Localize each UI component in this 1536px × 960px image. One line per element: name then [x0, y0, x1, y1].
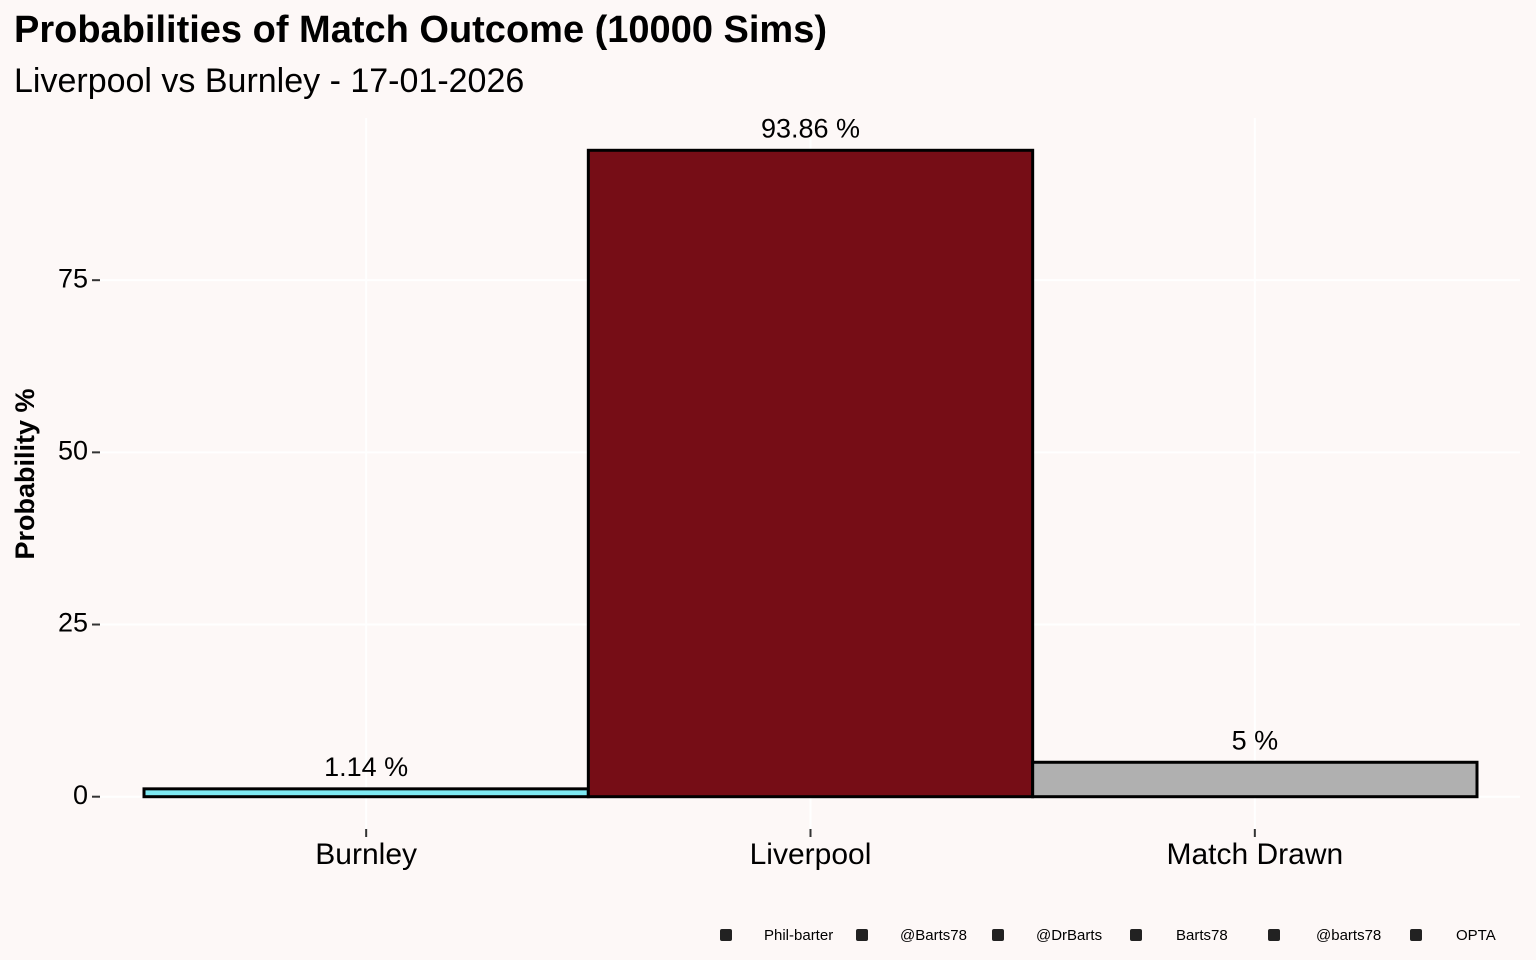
y-tick-label: 25: [58, 608, 88, 638]
x-tick-label: Match Drawn: [1166, 838, 1343, 871]
caption-text: Phil-barter: [764, 927, 833, 944]
chart-subtitle: Liverpool vs Burnley - 17-01-2026: [14, 62, 524, 100]
caption-icon: [992, 929, 1004, 941]
caption-text: @Barts78: [900, 927, 967, 944]
value-label: 1.14 %: [324, 752, 408, 782]
caption-text: @barts78: [1316, 927, 1381, 944]
value-label: 93.86 %: [761, 113, 860, 143]
y-tick-label: 75: [58, 263, 88, 293]
chart-title: Probabilities of Match Outcome (10000 Si…: [14, 9, 827, 51]
value-label: 5 %: [1232, 725, 1279, 755]
caption-icon: [1410, 929, 1422, 941]
caption-icon: [856, 929, 868, 941]
bar: [142, 787, 590, 799]
caption-icon: [1268, 929, 1280, 941]
bar: [1031, 760, 1479, 799]
caption-icon: [720, 929, 732, 941]
x-tick-label: Burnley: [315, 838, 417, 871]
caption-text: Barts78: [1176, 927, 1228, 944]
y-tick-label: 50: [58, 435, 88, 465]
caption-icon: [1130, 929, 1142, 941]
x-tick-label: Liverpool: [750, 838, 872, 871]
y-tick-label: 0: [73, 780, 88, 810]
caption-text: @DrBarts: [1036, 927, 1102, 944]
caption-text: OPTA: [1456, 927, 1496, 944]
bar: [586, 148, 1035, 799]
y-axis-title: Probability %: [10, 388, 40, 559]
